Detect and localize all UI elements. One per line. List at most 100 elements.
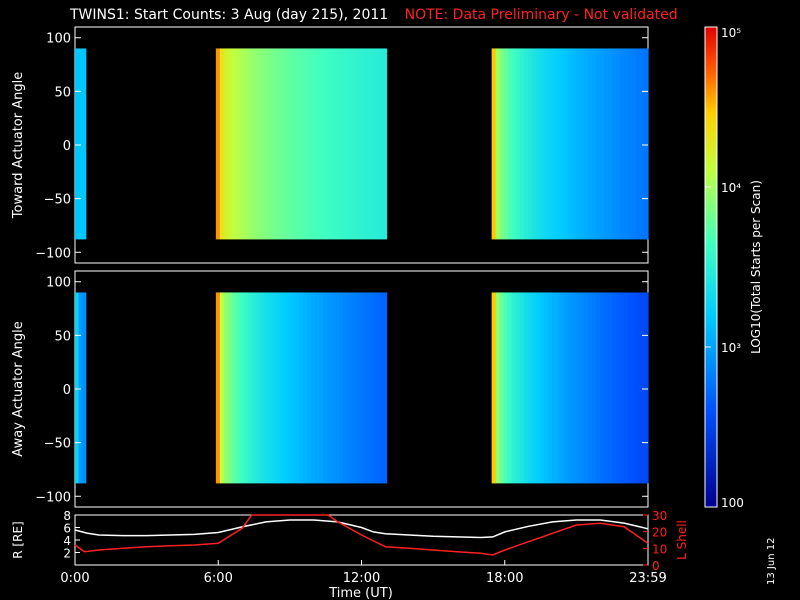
colorbar-tick-label: 10⁵ — [721, 26, 741, 40]
heatmap-column — [571, 48, 577, 240]
ytick-label: −50 — [44, 437, 71, 452]
heatmap-column — [219, 48, 225, 240]
heatmap-column — [607, 48, 613, 240]
heatmap-column — [382, 292, 388, 484]
heatmap-column — [519, 48, 525, 240]
l-shell-line — [74, 514, 649, 556]
heatmap-column — [75, 292, 80, 484]
heatmap-column — [615, 292, 621, 484]
heatmap-column — [599, 292, 605, 484]
heatmap-column — [579, 48, 585, 240]
heatmap-column — [511, 292, 517, 484]
heatmap-column — [307, 48, 312, 240]
heatmap-column — [535, 48, 541, 240]
heatmap-column — [291, 292, 296, 484]
panel-toward-data — [75, 48, 649, 240]
heatmap-column — [507, 292, 513, 484]
heatmap-column — [287, 48, 292, 240]
ytick-label: −100 — [35, 246, 71, 261]
panel-orbit-frame — [74, 514, 649, 566]
heatmap-column — [563, 292, 569, 484]
heatmap-column — [611, 48, 617, 240]
heatmap-column — [503, 292, 509, 484]
heatmap-column — [227, 48, 233, 240]
heatmap-column — [583, 292, 589, 484]
heatmap-column — [283, 292, 288, 484]
heatmap-column — [259, 48, 265, 240]
heatmap-column — [275, 292, 280, 484]
heatmap-column — [370, 292, 376, 484]
heatmap-column — [350, 48, 356, 240]
heatmap-column — [287, 292, 292, 484]
colorbar-tick-label: 100 — [721, 496, 744, 510]
heatmap-column — [507, 48, 513, 240]
panel-orbit-lines — [74, 514, 649, 556]
heatmap-column — [362, 48, 368, 240]
heatmap-column — [583, 48, 589, 240]
heatmap-column — [231, 48, 237, 240]
heatmap-column — [251, 292, 257, 484]
y2tick-label: 0 — [652, 559, 660, 573]
ytick-label: 50 — [54, 85, 71, 100]
heatmap-column — [350, 292, 356, 484]
heatmap-column — [567, 48, 573, 240]
heatmap-column — [639, 292, 645, 484]
heatmap-column — [358, 292, 364, 484]
heatmap-column — [623, 292, 629, 484]
r-line — [74, 519, 649, 539]
heatmap-column — [271, 292, 277, 484]
ytick-label: −50 — [44, 193, 71, 208]
heatmap-column — [503, 48, 509, 240]
heatmap-column — [382, 48, 388, 240]
heatmap-column — [215, 292, 221, 484]
heatmap-column — [291, 48, 296, 240]
heatmap-column — [330, 292, 336, 484]
heatmap-column — [243, 292, 249, 484]
panel-away-ylabel: Away Actuator Angle — [11, 321, 26, 456]
heatmap-column — [515, 48, 521, 240]
xtick-label: 0:00 — [60, 571, 89, 586]
heatmap-column — [315, 48, 320, 240]
heatmap-column — [362, 292, 368, 484]
panel-away-data — [75, 292, 649, 484]
heatmap-column — [495, 292, 501, 484]
heatmap-column — [551, 48, 557, 240]
heatmap-column — [307, 292, 312, 484]
heatmap-column — [334, 292, 340, 484]
heatmap-column — [635, 292, 641, 484]
heatmap-column — [595, 48, 601, 240]
ytick-label: 6 — [63, 522, 71, 536]
heatmap-column — [75, 48, 80, 240]
heatmap-column — [334, 48, 340, 240]
heatmap-column — [231, 292, 237, 484]
heatmap-column — [547, 292, 553, 484]
heatmap-column — [295, 292, 300, 484]
panel-orbit-xticks: 0:00 6:00 12:00 18:00 23:59 — [60, 560, 667, 586]
heatmap-column — [267, 48, 273, 240]
heatmap-column — [243, 48, 249, 240]
heatmap-column — [78, 292, 83, 484]
heatmap-column — [491, 48, 497, 240]
xtick-label: 6:00 — [204, 571, 233, 586]
heatmap-column — [78, 48, 83, 240]
heatmap-column — [259, 292, 265, 484]
heatmap-column — [358, 48, 364, 240]
heatmap-column — [619, 292, 625, 484]
heatmap-column — [295, 48, 300, 240]
heatmap-column — [523, 292, 529, 484]
panel-away: −100 −50 0 50 100 Away Actuator Angle — [11, 270, 649, 508]
heatmap-column — [547, 48, 553, 240]
heatmap-column — [575, 292, 581, 484]
heatmap-column — [346, 292, 352, 484]
heatmap-column — [247, 48, 253, 240]
heatmap-column — [227, 292, 233, 484]
heatmap-column — [643, 48, 649, 240]
ytick-label: 100 — [46, 276, 71, 291]
ytick-label: 4 — [63, 534, 71, 548]
heatmap-column — [311, 48, 316, 240]
heatmap-column — [527, 48, 533, 240]
heatmap-column — [611, 292, 617, 484]
heatmap-column — [559, 292, 565, 484]
colorbar-ticks: 100 10³ 10⁴ 10⁵ — [705, 26, 744, 510]
